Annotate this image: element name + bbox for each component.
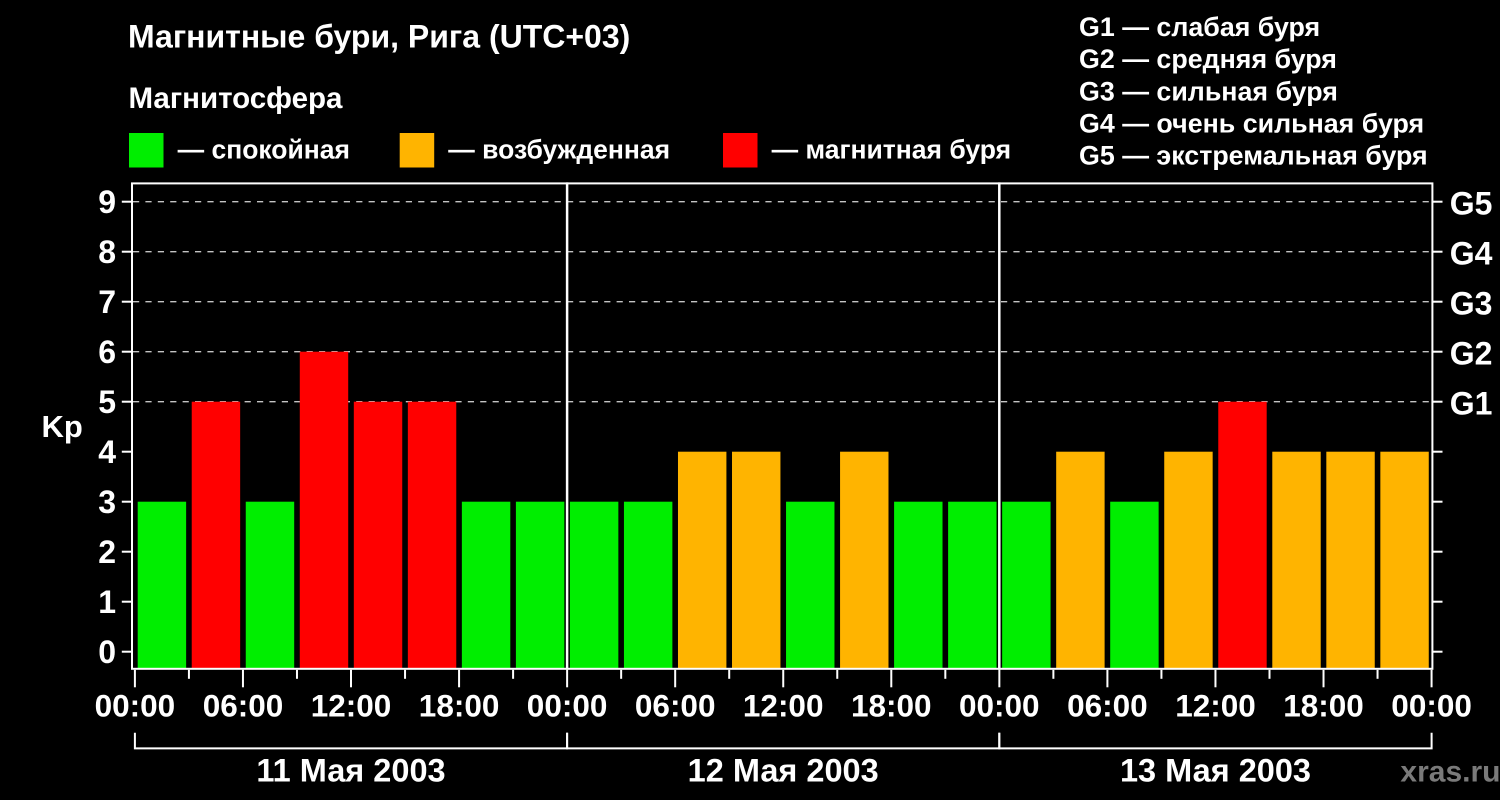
svg-text:G2: G2 (1450, 336, 1493, 372)
svg-text:13 Мая 2003: 13 Мая 2003 (1120, 752, 1311, 788)
svg-text:06:00: 06:00 (203, 688, 284, 724)
svg-text:— возбужденная: — возбужденная (448, 134, 670, 164)
svg-text:11 Мая 2003: 11 Мая 2003 (256, 752, 445, 788)
svg-text:xras.ru: xras.ru (1400, 756, 1500, 789)
svg-text:18:00: 18:00 (1283, 688, 1364, 724)
svg-text:06:00: 06:00 (635, 688, 716, 724)
svg-text:G1 — слабая буря: G1 — слабая буря (1079, 12, 1320, 42)
svg-text:8: 8 (98, 234, 116, 270)
svg-text:G3: G3 (1450, 286, 1493, 322)
svg-text:G2 — средняя буря: G2 — средняя буря (1079, 44, 1337, 74)
svg-text:12:00: 12:00 (1175, 688, 1256, 724)
svg-text:0: 0 (98, 634, 116, 670)
svg-text:00:00: 00:00 (1391, 688, 1472, 724)
svg-text:7: 7 (98, 284, 116, 320)
svg-text:G3 — сильная буря: G3 — сильная буря (1079, 76, 1338, 106)
svg-text:12 Мая 2003: 12 Мая 2003 (688, 752, 879, 788)
svg-text:1: 1 (98, 584, 116, 620)
svg-text:G4 — очень сильная буря: G4 — очень сильная буря (1079, 109, 1424, 139)
svg-text:G5: G5 (1450, 186, 1493, 222)
svg-text:G1: G1 (1450, 386, 1493, 422)
svg-text:5: 5 (98, 384, 116, 420)
svg-text:12:00: 12:00 (743, 688, 824, 724)
svg-text:06:00: 06:00 (1067, 688, 1148, 724)
svg-text:00:00: 00:00 (959, 688, 1040, 724)
svg-text:18:00: 18:00 (419, 688, 500, 724)
svg-text:00:00: 00:00 (527, 688, 608, 724)
svg-text:2: 2 (98, 534, 116, 570)
svg-text:18:00: 18:00 (851, 688, 932, 724)
svg-text:6: 6 (98, 334, 116, 370)
svg-text:00:00: 00:00 (95, 688, 176, 724)
svg-text:9: 9 (98, 184, 116, 220)
svg-text:G4: G4 (1450, 236, 1493, 272)
svg-text:— спокойная: — спокойная (178, 134, 350, 164)
svg-text:Магнитосфера: Магнитосфера (129, 82, 344, 115)
svg-text:4: 4 (98, 434, 116, 470)
svg-text:G5 — экстремальная буря: G5 — экстремальная буря (1079, 141, 1428, 171)
svg-text:3: 3 (98, 484, 116, 520)
svg-text:Магнитные бури, Рига (UTC+03): Магнитные бури, Рига (UTC+03) (128, 18, 630, 54)
svg-text:Kp: Kp (42, 409, 83, 444)
svg-text:— магнитная буря: — магнитная буря (772, 134, 1011, 164)
svg-text:12:00: 12:00 (311, 688, 392, 724)
